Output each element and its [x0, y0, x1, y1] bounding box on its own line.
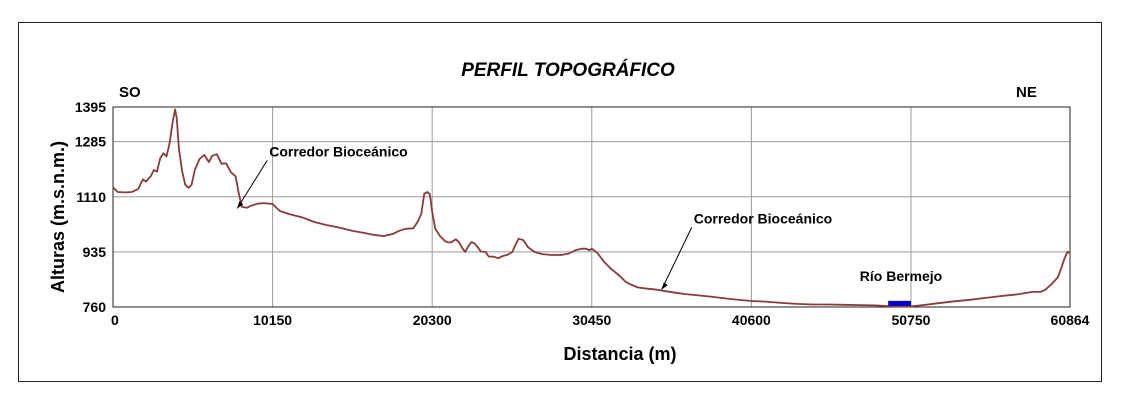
y-tick-label: 935 — [83, 244, 107, 260]
tick-labels: 0 10150 20300 30450 40600 50750 60864 760 935 111… — [75, 99, 1090, 328]
chart-frame — [18, 22, 1102, 382]
annotation-leader-line — [236, 160, 268, 209]
chart-title: PERFIL TOPOGRÁFICO — [461, 59, 675, 81]
y-tick-label: 760 — [83, 299, 107, 315]
y-axis-label: Alturas (m.s.n.m.) — [48, 141, 68, 293]
grid — [113, 107, 1070, 307]
annotation-leader-line — [661, 227, 693, 290]
annotations: Corredor Bioceánico Corredor Bioceánico — [236, 143, 832, 290]
y-tick-label: 1285 — [75, 134, 106, 150]
plot-area-border — [112, 106, 1071, 308]
x-tick-label: 0 — [111, 312, 119, 328]
river-label: Río Bermejo — [860, 268, 942, 284]
y-tick-label: 1395 — [75, 99, 106, 115]
direction-label-northeast: NE — [1016, 84, 1037, 101]
annotation-label: Corredor Bioceánico — [694, 210, 832, 226]
x-tick-label: 50750 — [892, 312, 931, 328]
annotation-label: Corredor Bioceánico — [269, 143, 407, 159]
x-tick-label: 10150 — [253, 312, 292, 328]
annotation-arrowhead — [661, 282, 668, 290]
y-tick-label: 1110 — [76, 189, 106, 205]
x-axis-label: Distancia (m) — [563, 344, 676, 364]
x-tick-label: 30450 — [572, 312, 611, 328]
x-tick-label: 60864 — [1051, 312, 1090, 328]
x-tick-label: 20300 — [413, 312, 452, 328]
direction-label-southwest: SO — [119, 84, 141, 101]
annotation-arrowhead — [237, 201, 244, 209]
x-tick-label: 40600 — [732, 312, 771, 328]
elevation-profile-line — [112, 108, 1071, 308]
